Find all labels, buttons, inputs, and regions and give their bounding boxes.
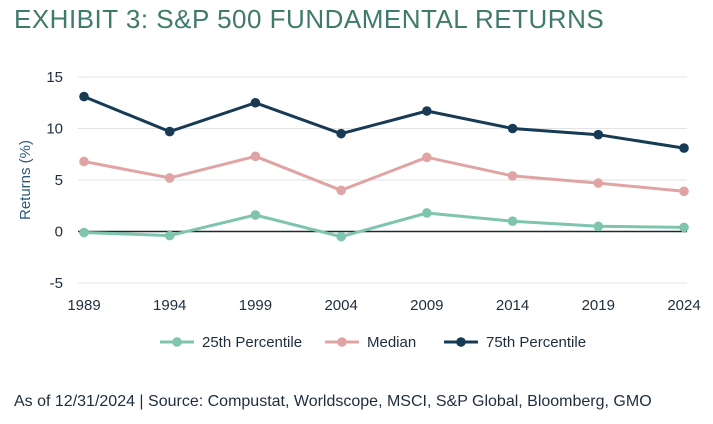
data-point bbox=[79, 156, 89, 167]
data-point bbox=[593, 129, 604, 140]
series-line bbox=[83, 211, 685, 239]
y-tick-label: 15 bbox=[46, 69, 63, 86]
legend-label: 75th Percentile bbox=[486, 334, 586, 351]
data-point bbox=[507, 123, 518, 134]
data-point bbox=[164, 230, 175, 241]
x-tick-label: 2004 bbox=[324, 297, 357, 314]
data-point bbox=[507, 171, 518, 181]
y-tick-label: 5 bbox=[55, 172, 63, 189]
legend-label: Median bbox=[367, 334, 416, 351]
x-tick-label: 2019 bbox=[582, 297, 615, 314]
data-point bbox=[250, 97, 261, 108]
data-point bbox=[79, 91, 89, 102]
data-point bbox=[422, 152, 432, 163]
data-point bbox=[250, 151, 261, 162]
data-point bbox=[507, 216, 518, 226]
x-tick-label: 1999 bbox=[239, 297, 272, 314]
data-point bbox=[336, 128, 346, 139]
data-point bbox=[422, 106, 432, 116]
series-line bbox=[83, 154, 685, 193]
data-point bbox=[336, 231, 346, 242]
data-point bbox=[336, 185, 346, 196]
y-tick-label: 0 bbox=[55, 224, 63, 241]
legend-label: 25th Percentile bbox=[202, 334, 302, 351]
data-point bbox=[679, 143, 689, 153]
x-tick-label: 2014 bbox=[496, 297, 529, 314]
data-point bbox=[164, 126, 175, 137]
data-point bbox=[679, 186, 689, 197]
x-tick-label: 2024 bbox=[667, 297, 700, 314]
data-point bbox=[422, 208, 432, 218]
legend-swatch-marker bbox=[337, 337, 347, 347]
legend-swatch-marker bbox=[172, 337, 182, 347]
x-tick-label: 1994 bbox=[153, 297, 186, 314]
y-tick-label: 10 bbox=[46, 121, 63, 138]
x-tick-label: 2009 bbox=[410, 297, 443, 314]
x-tick-label: 1989 bbox=[67, 297, 100, 314]
y-axis-label: Returns (%) bbox=[17, 140, 34, 220]
data-point bbox=[593, 178, 604, 188]
legend-swatch-marker bbox=[456, 337, 466, 347]
data-point bbox=[679, 222, 689, 233]
data-point bbox=[79, 227, 89, 238]
y-tick-label: -5 bbox=[50, 275, 63, 292]
data-point bbox=[164, 173, 175, 183]
data-point bbox=[250, 210, 261, 220]
series-line bbox=[83, 95, 685, 150]
source-footnote: As of 12/31/2024 | Source: Compustat, Wo… bbox=[14, 393, 652, 410]
data-point bbox=[593, 221, 604, 232]
chart-title: EXHIBIT 3: S&P 500 FUNDAMENTAL RETURNS bbox=[14, 4, 605, 34]
